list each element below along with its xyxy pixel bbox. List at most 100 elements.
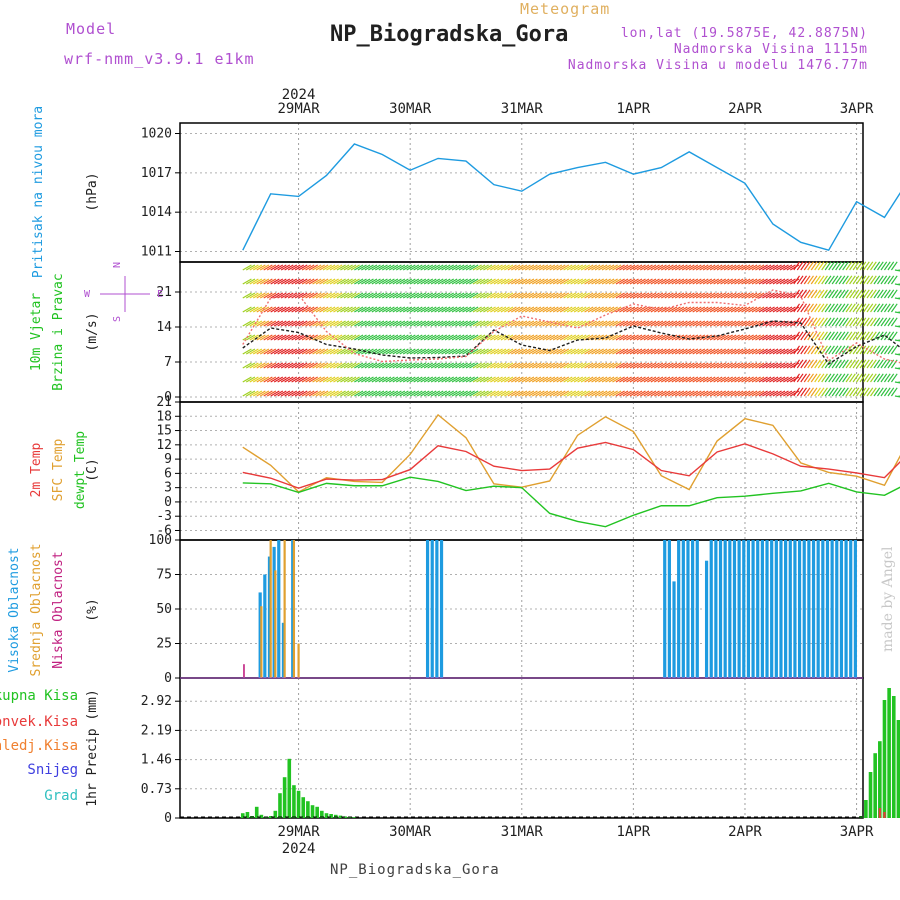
wind-barb xyxy=(361,278,371,285)
y-tick-label: 15 xyxy=(156,424,172,439)
wind-barb xyxy=(312,264,322,271)
wind-barb xyxy=(315,362,325,369)
wind-barb xyxy=(800,331,808,341)
precip-bar xyxy=(240,813,245,818)
wind-barb xyxy=(786,292,796,299)
precip-bar xyxy=(333,814,338,818)
wind-barb xyxy=(535,334,545,341)
wind-barb xyxy=(786,306,796,313)
wind-barb xyxy=(430,320,441,327)
wind-barb xyxy=(528,278,538,285)
wind-barb xyxy=(737,334,747,341)
wind-barb xyxy=(817,303,825,313)
wind-barb xyxy=(448,376,458,383)
wind-barb xyxy=(856,331,863,341)
wind-barb xyxy=(430,292,441,299)
wind-barb xyxy=(828,345,835,355)
wind-barb xyxy=(319,292,329,299)
wind-barb xyxy=(636,376,646,383)
wind-barb xyxy=(877,387,884,397)
wind-barb xyxy=(364,376,374,383)
wind-barb xyxy=(291,376,301,383)
wind-barb xyxy=(877,261,884,271)
wind-barb xyxy=(570,292,580,299)
wind-barb xyxy=(856,289,863,299)
wind-barb xyxy=(416,320,427,327)
wind-barb xyxy=(462,376,472,383)
wind-barb xyxy=(807,373,814,383)
wind-barb xyxy=(451,348,461,355)
wind-barb xyxy=(319,390,329,397)
wind-barb xyxy=(772,390,782,397)
wind-barb xyxy=(681,320,692,327)
wind-barb xyxy=(497,278,507,285)
wind-barb xyxy=(270,320,280,327)
wind-barb xyxy=(845,303,853,313)
wind-barb xyxy=(706,278,716,285)
wind-barb xyxy=(577,306,587,313)
wind-barb xyxy=(626,334,636,341)
wind-barb xyxy=(413,306,423,313)
wind-barb xyxy=(723,362,734,369)
wind-barb xyxy=(549,306,559,313)
cloud-bar xyxy=(430,540,434,678)
wind-barb xyxy=(720,376,730,383)
wind-barb xyxy=(640,264,650,271)
wind-barb xyxy=(647,264,657,271)
y-tick-label: 1017 xyxy=(141,166,172,181)
wind-barb xyxy=(580,348,591,355)
wind-barb xyxy=(483,362,493,369)
wind-barb xyxy=(856,317,863,327)
wind-barb xyxy=(653,320,664,327)
wind-barb xyxy=(545,278,556,285)
wind-barb xyxy=(594,348,604,355)
wind-barb xyxy=(716,390,727,397)
wind-barb xyxy=(493,292,503,299)
y-tick-label: 100 xyxy=(149,533,172,548)
wind-barb xyxy=(626,264,636,271)
wind-barb xyxy=(615,292,625,299)
wind-barb xyxy=(322,348,332,355)
wind-barb xyxy=(511,292,521,299)
wind-barb xyxy=(692,264,702,271)
wind-barb xyxy=(653,264,664,271)
precip-bar xyxy=(268,816,273,818)
wind-barb xyxy=(810,303,818,313)
wind-barb xyxy=(859,359,867,369)
x-date-label-top: 29MAR xyxy=(277,101,320,117)
wind-barb xyxy=(716,278,727,285)
wind-barb xyxy=(514,334,524,341)
wind-barb xyxy=(497,264,507,271)
wind-barb xyxy=(434,292,444,299)
wind-barb xyxy=(364,264,374,271)
wind-barb xyxy=(838,261,846,271)
wind-barb xyxy=(277,320,287,327)
wind-barb xyxy=(493,264,503,271)
wind-barb xyxy=(479,306,489,313)
wind-barb xyxy=(828,275,835,285)
wind-barb xyxy=(678,292,688,299)
wind-barb xyxy=(863,261,870,271)
wind-barb xyxy=(783,390,793,397)
wind-barb xyxy=(577,376,587,383)
wind-barb xyxy=(427,292,437,299)
wind-barb xyxy=(294,376,305,383)
wind-barb xyxy=(852,387,860,397)
wind-barb xyxy=(301,334,312,341)
wind-barb xyxy=(598,264,608,271)
wind-barb xyxy=(486,334,496,341)
wind-barb xyxy=(399,292,409,299)
wind-barb xyxy=(573,278,584,285)
wind-barb xyxy=(291,264,301,271)
wind-barb xyxy=(810,373,818,383)
x-date-label-top: 1APR xyxy=(617,101,651,117)
wind-barb xyxy=(528,306,538,313)
wind-barb xyxy=(437,264,448,271)
wind-barb xyxy=(803,275,811,285)
wind-barb xyxy=(420,362,430,369)
wind-barb xyxy=(790,320,800,327)
wind-barb xyxy=(650,376,660,383)
wind-barb xyxy=(535,390,545,397)
wind-barb xyxy=(566,278,577,285)
wind-barb xyxy=(810,317,818,327)
